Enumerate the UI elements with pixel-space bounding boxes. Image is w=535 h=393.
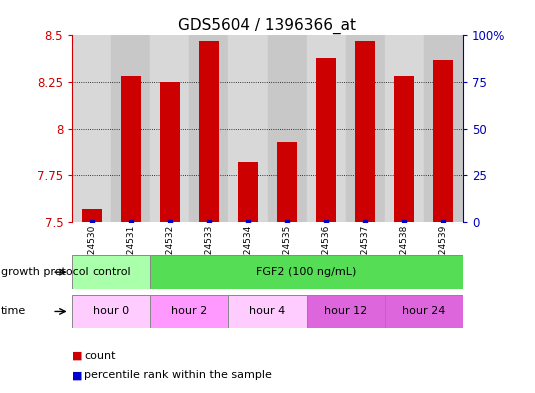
- Bar: [307, 295, 385, 328]
- Text: FGF2 (100 ng/mL): FGF2 (100 ng/mL): [256, 267, 357, 277]
- Text: hour 24: hour 24: [402, 307, 446, 316]
- Bar: [82, 209, 102, 222]
- Text: hour 0: hour 0: [93, 307, 129, 316]
- Text: growth protocol: growth protocol: [1, 267, 89, 277]
- Bar: [228, 295, 307, 328]
- Bar: [307, 35, 346, 222]
- Bar: [72, 255, 150, 289]
- Bar: [385, 35, 424, 222]
- Text: hour 2: hour 2: [171, 307, 208, 316]
- Text: count: count: [84, 351, 116, 361]
- Bar: [316, 58, 336, 222]
- Bar: [72, 35, 111, 222]
- Bar: [394, 77, 414, 222]
- Bar: [385, 295, 463, 328]
- Bar: [150, 295, 228, 328]
- Bar: [238, 162, 258, 222]
- Bar: [160, 82, 180, 222]
- Bar: [121, 77, 141, 222]
- Text: time: time: [1, 307, 26, 316]
- Text: ■: ■: [72, 351, 83, 361]
- Text: control: control: [92, 267, 131, 277]
- Bar: [199, 41, 219, 222]
- Bar: [150, 255, 463, 289]
- Bar: [189, 35, 228, 222]
- Bar: [228, 35, 268, 222]
- Bar: [277, 142, 297, 222]
- Text: hour 12: hour 12: [324, 307, 367, 316]
- Bar: [424, 35, 463, 222]
- Bar: [433, 60, 453, 222]
- Bar: [268, 35, 307, 222]
- Text: percentile rank within the sample: percentile rank within the sample: [84, 370, 272, 380]
- Text: hour 4: hour 4: [249, 307, 286, 316]
- Bar: [355, 41, 375, 222]
- Bar: [72, 295, 150, 328]
- Bar: [111, 35, 150, 222]
- Title: GDS5604 / 1396366_at: GDS5604 / 1396366_at: [179, 18, 356, 34]
- Text: ■: ■: [72, 370, 83, 380]
- Bar: [346, 35, 385, 222]
- Bar: [150, 35, 189, 222]
